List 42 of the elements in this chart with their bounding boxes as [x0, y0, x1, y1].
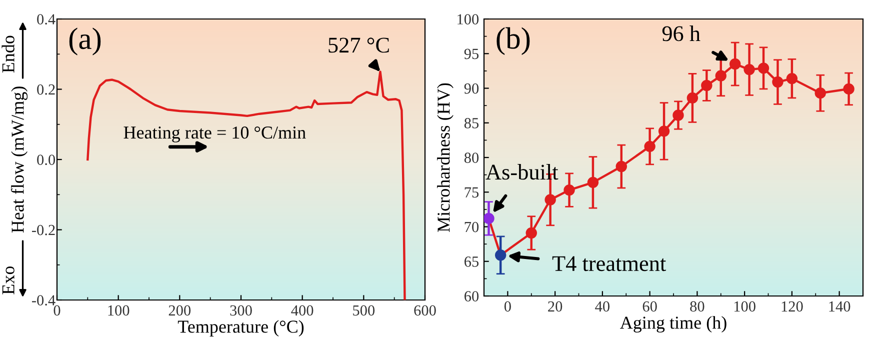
- annotation: 527 °C: [328, 38, 389, 53]
- x-tick-label: 60: [642, 301, 657, 312]
- x-tick-label: 200: [168, 305, 191, 316]
- x-tick-label: 20: [548, 301, 562, 312]
- x-tick-label: 80: [690, 301, 704, 312]
- y-tick-label: 90: [464, 83, 479, 94]
- x-tick-label: 100: [108, 305, 130, 316]
- y-tick-label: 85: [464, 118, 479, 128]
- y-axis-title: Heat flow (mW/mg): [10, 86, 28, 233]
- y-tick-label: 0.4: [37, 14, 56, 25]
- annotation: (a): [69, 28, 101, 56]
- y-tick-label: 70: [464, 222, 479, 232]
- x-tick-label: 500: [353, 305, 375, 316]
- y-tick-label: 0.0: [37, 154, 56, 166]
- text: Exo: [2, 266, 14, 294]
- x-tick-label: 40: [595, 301, 610, 312]
- y-tick-label: 100: [458, 14, 479, 24]
- x-axis-title: Aging time (h): [620, 316, 726, 333]
- x-tick-label: 600: [414, 305, 436, 316]
- x-tick-label: 140: [829, 301, 850, 312]
- y-tick-label: 65: [464, 256, 479, 267]
- annotation: As-built: [486, 164, 558, 180]
- y-tick-label: 0.2: [37, 84, 55, 95]
- x-tick-label: 300: [230, 305, 252, 316]
- y-tick-label: -0.4: [32, 295, 56, 306]
- x-axis-title: Temperature (°C): [178, 320, 304, 336]
- y-tick-label: 95: [464, 48, 479, 60]
- y-tick-label: 75: [464, 187, 479, 198]
- x-tick-label: 120: [782, 301, 803, 312]
- text: Endo: [2, 36, 14, 73]
- y-tick-label: 60: [464, 291, 479, 302]
- annotation: T4 treatment: [552, 256, 666, 272]
- x-tick-label: 400: [291, 305, 314, 316]
- y-tick-label: 80: [464, 152, 479, 163]
- annotation: Heating rate = 10 °C/min: [124, 126, 306, 142]
- annotation: 96 h: [662, 26, 700, 42]
- y-axis-title: Microhardness (HV): [437, 83, 454, 232]
- x-tick-label: 100: [734, 301, 756, 312]
- y-tick-label: -0.2: [32, 224, 55, 236]
- x-tick-label: 0: [504, 301, 511, 312]
- x-tick-label: 0: [54, 305, 60, 316]
- annotation: (b): [496, 27, 530, 56]
